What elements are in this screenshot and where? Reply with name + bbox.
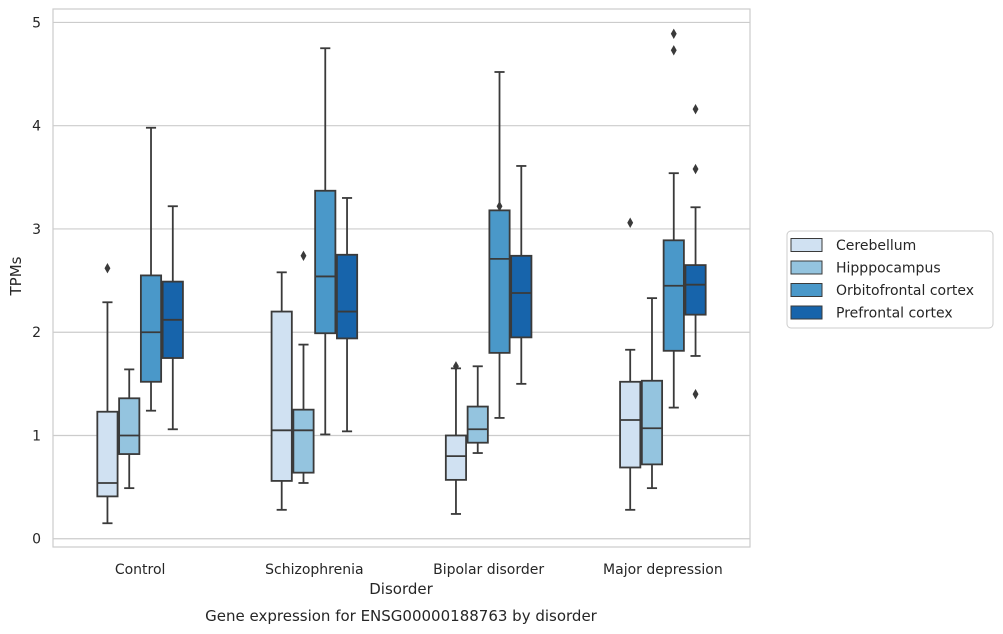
box-series — [96, 28, 707, 525]
outlier-point — [670, 45, 677, 56]
y-tick-label: 4 — [32, 119, 41, 135]
series-orbitofrontal-cortex — [139, 28, 685, 436]
outlier-point — [692, 163, 699, 175]
box-body — [96, 410, 119, 498]
legend-swatch — [790, 238, 823, 252]
outlier-point — [300, 250, 307, 261]
x-tick-label: Bipolar disorder — [433, 562, 544, 578]
legend-label: Hipppocampus — [836, 261, 941, 277]
x-tick-labels: Control Schizophrenia Bipolar disorder Majo… — [115, 562, 723, 578]
outlier-point — [692, 103, 699, 115]
box-body — [292, 408, 315, 474]
box-group — [314, 47, 337, 436]
legend-swatch — [790, 305, 823, 320]
box-body — [314, 189, 337, 335]
series-hipppocampus — [118, 250, 664, 490]
box-body — [118, 397, 141, 455]
legend-frame — [786, 230, 994, 329]
series-cerebellum — [96, 217, 642, 525]
box-body — [488, 209, 511, 354]
y-tick-label: 2 — [32, 325, 41, 341]
legend-label: Orbitofrontal cortex — [836, 283, 974, 299]
outlier-point — [104, 262, 111, 274]
box-body — [336, 253, 359, 340]
x-tick-label: Schizophrenia — [265, 562, 363, 578]
box-group — [662, 28, 685, 409]
box-body — [684, 264, 707, 316]
box-body — [662, 239, 685, 352]
x-axis-title: Disorder — [369, 580, 433, 598]
outlier-point — [670, 28, 677, 39]
box-body — [444, 434, 467, 481]
box-group — [161, 205, 184, 431]
box-group — [336, 197, 359, 433]
box-group — [466, 365, 489, 454]
box-body — [640, 379, 664, 466]
box-group — [270, 271, 293, 511]
box-body — [139, 274, 163, 383]
y-tick-labels: 0 1 2 3 4 5 — [32, 15, 41, 547]
legend: Cerebellum Hipppocampus Orbitofrontal cort… — [786, 230, 994, 329]
outlier-point — [496, 201, 503, 212]
box-body — [270, 310, 293, 482]
y-tick-label: 1 — [32, 428, 41, 444]
box-group — [444, 361, 467, 515]
box-group — [640, 297, 664, 490]
series-prefrontal-cortex — [161, 103, 707, 433]
x-tick-label: Control — [115, 562, 166, 578]
box-group — [488, 71, 511, 419]
y-tick-label: 5 — [32, 15, 41, 31]
outlier-point — [453, 361, 459, 372]
y-tick-label: 0 — [32, 532, 41, 548]
box-group — [292, 250, 315, 484]
box-body — [619, 380, 642, 469]
legend-label: Prefrontal cortex — [836, 306, 953, 322]
box-group — [139, 126, 163, 412]
box-body — [466, 405, 489, 444]
legend-label: Cerebellum — [836, 238, 916, 254]
box-group — [619, 217, 642, 511]
y-tick-label: 3 — [32, 222, 41, 238]
box-body — [510, 254, 533, 339]
box-group — [96, 262, 119, 525]
chart-caption: Gene expression for ENSG00000188763 by d… — [205, 607, 598, 625]
legend-swatch — [790, 260, 823, 275]
box-group — [684, 103, 707, 400]
x-tick-label: Major depression — [603, 562, 723, 578]
outlier-point — [627, 217, 634, 228]
legend-swatch — [790, 283, 823, 297]
box-group — [118, 368, 141, 490]
y-axis-title: TPMs — [7, 256, 25, 296]
outlier-point — [692, 388, 699, 400]
box-group — [510, 165, 533, 385]
